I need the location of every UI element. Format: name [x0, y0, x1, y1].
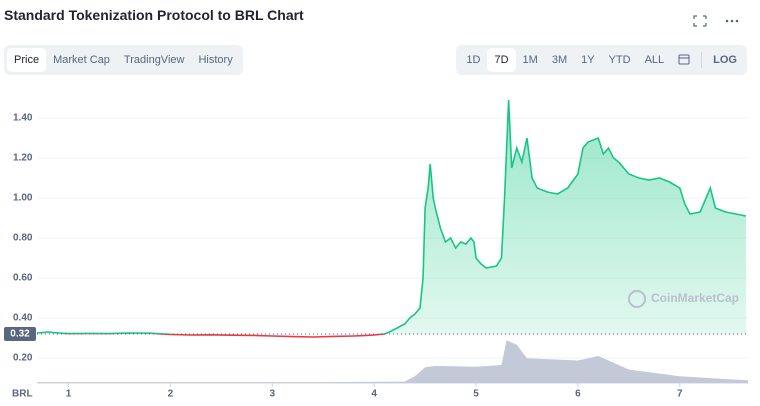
tab-group: Price Market Cap TradingView History [4, 45, 243, 75]
watermark: CoinMarketCap [651, 291, 739, 305]
calendar-icon [678, 54, 690, 64]
baseline-label-box [4, 327, 36, 341]
button[interactable]: 1M [522, 54, 538, 66]
separator [701, 52, 703, 68]
button[interactable]: Market Cap [53, 54, 110, 66]
button[interactable]: History [198, 54, 233, 66]
x-tick-label: 4 [371, 389, 377, 400]
y-tick-label: 1.20 [13, 153, 33, 164]
button[interactable]: YTD [608, 54, 631, 66]
y-tick-label: 0.60 [13, 273, 33, 284]
button[interactable]: 1D [466, 54, 481, 66]
fullscreen-icon[interactable] [693, 15, 707, 27]
button[interactable]: Price [7, 48, 47, 72]
x-tick-label: 1 [66, 389, 72, 400]
chart-title: Standard Tokenization Protocol to BRL Ch… [4, 7, 304, 23]
range-group: 1D 7D 1M 3M 1Y YTD ALL LOG [456, 45, 747, 75]
button[interactable]: ALL [644, 54, 665, 66]
x-tick-label: 2 [168, 389, 174, 400]
price-area [37, 100, 746, 334]
x-tick-label: 3 [270, 389, 276, 400]
x-tick-label: 6 [575, 389, 581, 400]
watermark-logo [628, 290, 646, 308]
y-tick-label: 1.40 [13, 113, 33, 124]
volume-area [37, 340, 748, 383]
button[interactable]: TradingView [123, 54, 185, 66]
price-line [36, 99, 747, 338]
y-tick-label: 0.80 [13, 233, 33, 244]
x-tick-label: 5 [473, 389, 479, 400]
y-tick-label: 1.00 [13, 193, 33, 204]
button[interactable]: 3M [551, 54, 568, 66]
y-tick-label: 0.20 [13, 353, 33, 364]
button[interactable]: 1Y [581, 54, 595, 66]
button[interactable]: LOG [713, 54, 737, 66]
y-tick-label: 0.40 [13, 313, 33, 324]
baseline-label: 0.32 [10, 329, 30, 340]
axis-unit-label: BRL [12, 389, 33, 400]
more-icon[interactable] [725, 19, 739, 23]
button[interactable]: 7D [487, 48, 516, 72]
x-tick-label: 7 [677, 389, 683, 400]
calendar-button[interactable] [671, 47, 697, 74]
